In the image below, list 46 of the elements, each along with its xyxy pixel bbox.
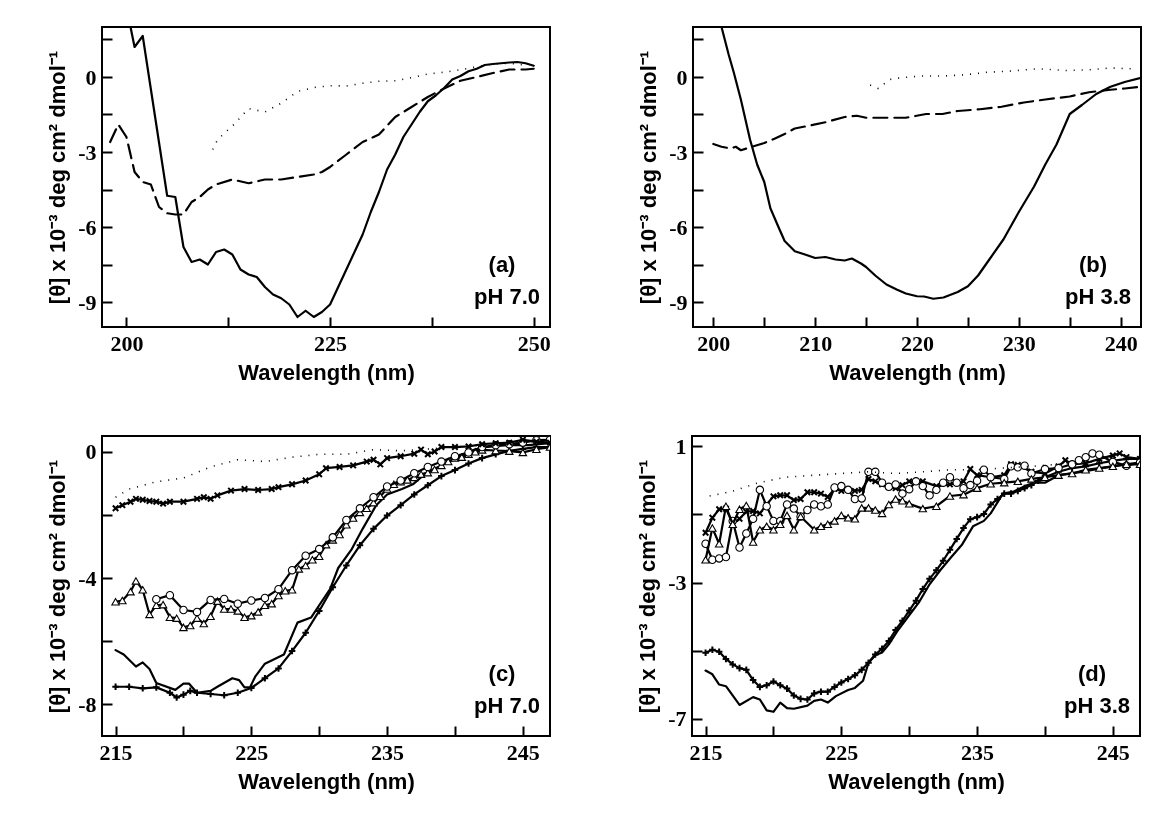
y-tick-label: -3 (669, 139, 688, 165)
y-axis-title: [θ] x 10⁻³ deg cm² dmol⁻¹ (45, 459, 71, 714)
y-tick-label: 0 (676, 64, 688, 90)
annotation: pH 3.8 (1064, 284, 1131, 309)
y-tick-label: -9 (669, 289, 688, 315)
x-tick-label: 210 (799, 330, 833, 356)
y-tick-label: -6 (669, 214, 688, 240)
y-axis-title: [θ] x 10⁻³ deg cm² dmol⁻¹ (45, 50, 71, 305)
annotation: (b) (1078, 252, 1108, 277)
x-tick-label: 245 (506, 739, 540, 765)
x-axis-title: Wavelength (nm) (828, 768, 1005, 794)
y-tick-label: 0 (85, 64, 97, 90)
x-tick-label: 225 (235, 739, 269, 765)
x-tick-label: 225 (825, 739, 859, 765)
annotation: pH 7.0 (473, 693, 540, 718)
x-axis-title: Wavelength (nm) (829, 359, 1006, 385)
annotation: pH 7.0 (473, 284, 540, 309)
y-tick-label: -6 (78, 214, 97, 240)
y-tick-label: -8 (78, 691, 97, 717)
y-axis-title: [θ] x 10⁻³ deg cm² dmol⁻¹ (636, 50, 662, 305)
x-tick-label: 235 (961, 739, 995, 765)
x-tick-label: 235 (371, 739, 405, 765)
x-axis-title: Wavelength (nm) (238, 359, 415, 385)
x-tick-label: 220 (901, 330, 934, 356)
x-axis-title: Wavelength (nm) (238, 768, 415, 794)
annotation: (d) (1077, 661, 1107, 686)
x-tick-label: 200 (110, 330, 144, 356)
annotation: pH 3.8 (1063, 693, 1130, 718)
annotation: (a) (488, 252, 516, 277)
y-tick-label: -9 (78, 289, 97, 315)
x-tick-label: 240 (1104, 330, 1138, 356)
x-tick-label: 250 (517, 330, 551, 356)
x-tick-label: 225 (314, 330, 348, 356)
y-tick-label: -7 (668, 706, 687, 732)
y-tick-label: 1 (675, 433, 687, 459)
y-tick-label: 0 (85, 439, 97, 465)
y-tick-label: -3 (78, 139, 97, 165)
x-tick-label: 245 (1096, 739, 1130, 765)
x-tick-label: 230 (1002, 330, 1036, 356)
x-tick-label: 215 (99, 739, 133, 765)
x-tick-label: 200 (697, 330, 731, 356)
y-axis-title: [θ] x 10⁻³ deg cm² dmol⁻¹ (635, 459, 661, 714)
annotation: (c) (488, 661, 516, 686)
y-tick-label: -3 (668, 570, 687, 596)
y-tick-label: -4 (78, 565, 97, 591)
x-tick-label: 215 (689, 739, 723, 765)
